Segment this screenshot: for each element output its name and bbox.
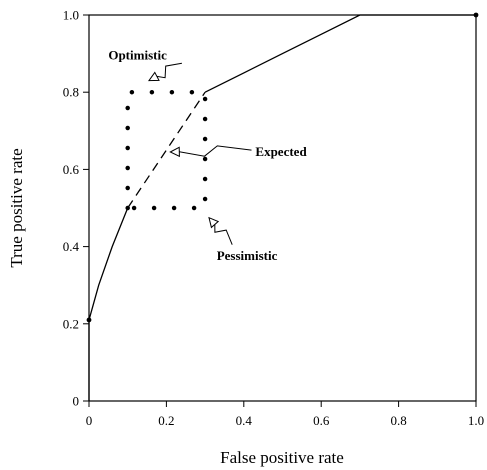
- annotation-arrowhead: [169, 146, 180, 158]
- annotations-layer: Optimistic Expected Pessimistic: [108, 47, 307, 263]
- series-layer: [86, 12, 479, 401]
- annotation-arrow: [156, 62, 182, 79]
- x-tick-label: 0.8: [390, 413, 406, 428]
- roc-curve-dashed-segment: [127, 91, 206, 209]
- x-axis-ticks: 0 0.2 0.4 0.6 0.8 1.0: [86, 401, 484, 428]
- x-tick-label: 1.0: [468, 413, 484, 428]
- annotation-label: Expected: [255, 144, 307, 159]
- annotation-arrowhead: [148, 71, 160, 82]
- plot-frame: [88, 14, 477, 402]
- roc-curve-solid-segment: [88, 207, 129, 321]
- data-point-marker: [86, 317, 92, 323]
- x-tick-label: 0.4: [236, 413, 253, 428]
- y-tick-label: 1.0: [63, 8, 79, 23]
- y-tick-label: 0.2: [63, 316, 79, 331]
- x-axis-label: False positive rate: [220, 448, 344, 467]
- y-axis-ticks: 0 0.2 0.4 0.6 0.8 1.0: [63, 8, 89, 409]
- y-tick-label: 0.6: [63, 162, 80, 177]
- roc-curve-solid-segment: [204, 14, 476, 93]
- y-tick-label: 0.8: [63, 85, 79, 100]
- x-tick-label: 0: [86, 413, 93, 428]
- x-tick-label: 0.2: [158, 413, 174, 428]
- x-tick-label: 0.6: [313, 413, 330, 428]
- data-point-marker: [473, 12, 479, 18]
- annotation-label: Optimistic: [108, 47, 167, 62]
- y-axis-label: True positive rate: [7, 148, 26, 267]
- y-tick-label: 0: [73, 394, 80, 409]
- annotation-arrowhead: [208, 216, 220, 229]
- y-tick-label: 0.4: [63, 239, 80, 254]
- annotation-arrow: [214, 224, 233, 245]
- annotation-arrow: [179, 145, 252, 157]
- annotation-label: Pessimistic: [217, 248, 278, 263]
